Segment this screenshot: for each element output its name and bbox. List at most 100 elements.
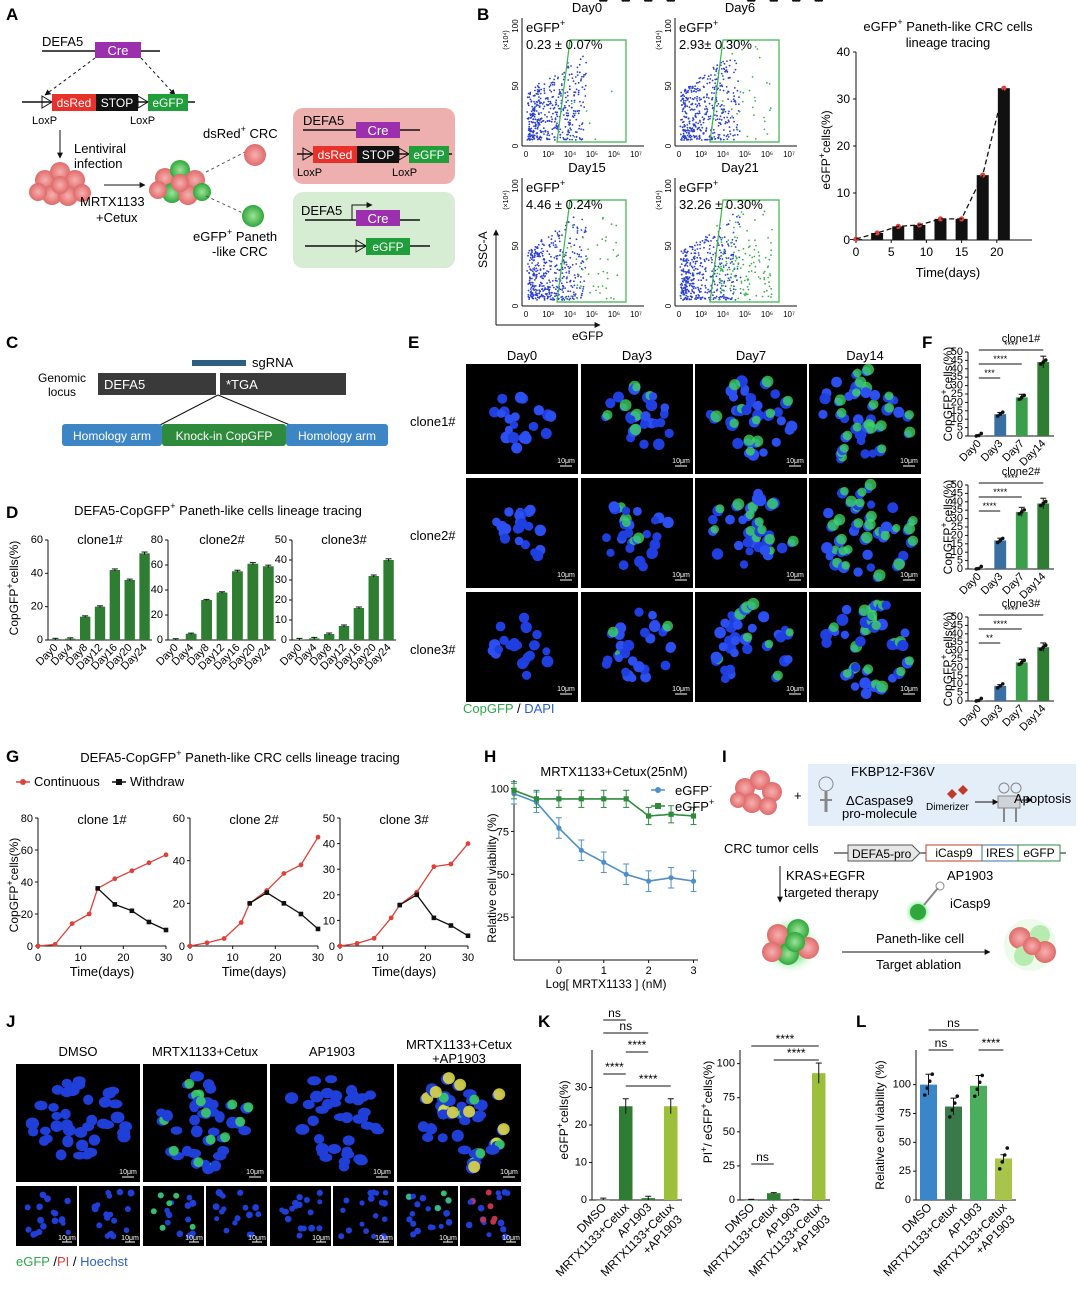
replicate-dot	[796, 0, 801, 2]
flow-dot-neg	[529, 93, 531, 96]
paneth-label: Paneth-like cell	[876, 931, 964, 946]
flow-dot-neg	[527, 254, 529, 257]
nucleus	[39, 1126, 51, 1136]
flow-dot-neg	[711, 270, 714, 272]
flow-dot-neg	[580, 229, 583, 231]
flow-xtick: 10⁶	[608, 150, 620, 159]
flow-dot-neg	[693, 277, 695, 280]
flow-dot-neg	[580, 104, 582, 107]
flow-dot-pos	[587, 248, 589, 251]
nucleus	[345, 1227, 352, 1234]
nucleus	[124, 1206, 131, 1212]
bar-MRTX1133+Cetux	[945, 1106, 962, 1200]
kras-label: KRAS+EGFR	[786, 868, 865, 883]
gfp-signal	[195, 1096, 206, 1107]
flow-dot-neg	[529, 114, 532, 117]
pi-signal	[485, 1189, 492, 1196]
nucleus	[754, 495, 767, 507]
flow-dot-neg	[553, 256, 556, 259]
flow-dot-neg	[725, 135, 728, 138]
flow-dot-neg	[702, 276, 705, 279]
flow-dot-neg	[687, 97, 689, 100]
flow-dot-pos	[606, 277, 609, 280]
flow-dot-neg	[685, 131, 688, 134]
scale-label: 10μm	[58, 1235, 76, 1242]
micrograph-clone1-day3: 10μm	[581, 364, 693, 474]
flow-dot-neg	[688, 269, 690, 271]
flow-dot-pos	[592, 285, 595, 287]
flow-dot-neg	[553, 106, 556, 109]
nucleus	[24, 1204, 31, 1211]
flow-dot-neg	[731, 260, 733, 263]
flow-dot-neg	[563, 299, 566, 301]
flow-dot-neg	[732, 98, 735, 101]
flow-dot-pos	[734, 260, 737, 262]
point-continuous	[238, 920, 244, 925]
flow-dot-neg	[685, 271, 688, 273]
y-tick-label: 40	[275, 554, 287, 566]
flow-dot-neg	[538, 101, 541, 103]
y-tick-label: 20	[951, 529, 963, 541]
flow-dot-neg	[542, 277, 545, 280]
h-ylabel: Relative cell viability (%)	[485, 813, 499, 942]
flow-dot-pos	[597, 272, 600, 275]
flow-dot-neg	[727, 112, 730, 115]
nucleus	[665, 641, 677, 653]
replicate-dot	[972, 1094, 977, 1098]
bar-MRTX1133+Cetux+AP1903	[664, 1106, 678, 1200]
flow-dot-neg	[546, 282, 548, 284]
flow-dot-neg	[714, 269, 717, 272]
nucleus	[111, 1217, 118, 1224]
nucleus	[202, 1079, 215, 1091]
flow-dot-neg	[694, 103, 697, 105]
scale-label: 10μm	[786, 686, 804, 693]
flow-dot-neg	[571, 124, 574, 126]
gfp-signal	[150, 1208, 157, 1215]
flow-dot-neg	[695, 294, 698, 297]
flow-xtick: 10³	[695, 310, 707, 319]
flow-dot-neg	[721, 244, 723, 246]
flow-dot-pos	[739, 287, 742, 290]
flow-dot-neg	[534, 248, 536, 251]
flow-dot-neg	[707, 259, 710, 262]
flow-dot-neg	[690, 265, 693, 268]
nucleus	[96, 1222, 103, 1229]
flow-dot-neg	[694, 114, 697, 117]
point-continuous	[86, 911, 92, 917]
flow-dot-neg	[534, 127, 537, 130]
flow-dot-pos	[574, 112, 577, 115]
flow-dot-neg	[705, 112, 708, 114]
flow-dot-neg	[584, 226, 587, 229]
flow-dot-pos	[734, 255, 737, 258]
flow-dot-neg	[552, 244, 555, 247]
j-legend: eGFP /PI / Hoechst	[16, 1254, 128, 1269]
bar-top-point	[937, 216, 944, 222]
j-col-label: MRTX1133+Cetux	[152, 1044, 259, 1059]
nucleus	[662, 516, 674, 529]
flow-dot-neg	[716, 284, 719, 286]
nucleus	[414, 1227, 421, 1235]
flow-dot-neg	[527, 289, 530, 292]
gfp-signal	[406, 1193, 412, 1200]
flow-dot-neg	[717, 124, 720, 127]
flow-dot-neg	[578, 71, 581, 74]
flow-dot-neg	[543, 261, 546, 264]
replicate-dot	[1019, 660, 1024, 665]
flow-ytick: 100	[664, 179, 673, 193]
flow-dot-neg	[583, 280, 586, 282]
flow-dot-pos	[759, 277, 762, 280]
nucleus	[252, 1204, 259, 1211]
flow-dot-pos	[610, 297, 612, 299]
flow-dot-neg	[566, 133, 568, 136]
j-col-label: AP1903	[309, 1044, 355, 1059]
flow-dot-pos	[755, 244, 757, 247]
nucleus	[741, 404, 752, 416]
flow-xtick: 10⁴	[564, 310, 577, 319]
gfp-signal	[903, 522, 916, 535]
flow-dot-pos	[740, 282, 743, 284]
flow-dot-neg	[550, 238, 553, 241]
flow-dot-neg	[688, 122, 691, 125]
